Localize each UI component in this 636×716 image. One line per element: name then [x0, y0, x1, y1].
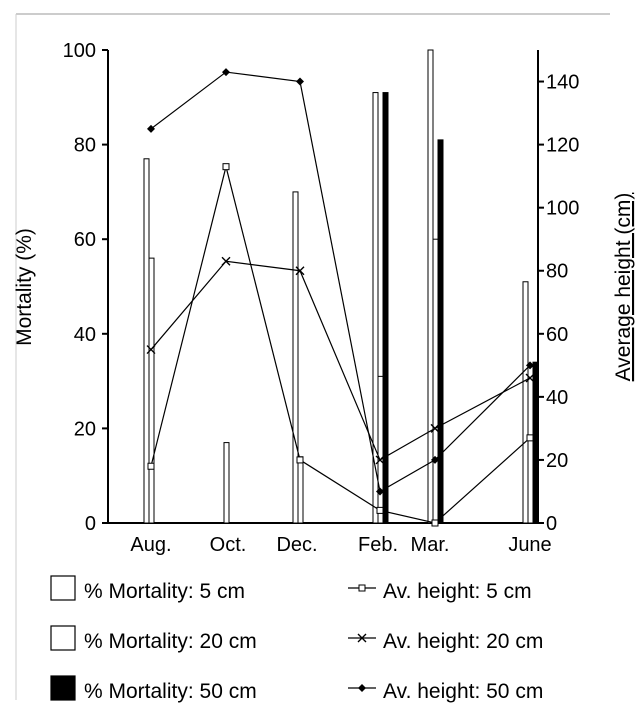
left-tick-label: 100 — [63, 40, 96, 62]
height-line — [150, 260, 531, 461]
height-line — [150, 166, 531, 524]
mortality-bar — [382, 92, 389, 524]
mortality-bar — [437, 139, 444, 524]
legend-label: Av. height: 20 cm — [383, 630, 543, 653]
legend-marker-diamond — [358, 684, 366, 692]
left-tick-label: 40 — [74, 324, 96, 346]
line-marker-square — [147, 462, 155, 470]
mortality-bar — [527, 437, 534, 524]
right-axis-title: Average height (cm) — [612, 193, 635, 382]
right-tick-label: 120 — [546, 135, 579, 157]
line-marker-x — [430, 423, 440, 433]
mortality-bar — [427, 49, 434, 524]
mortality-bar — [522, 281, 529, 524]
left-tick-label: 0 — [85, 513, 96, 535]
mortality-bar — [432, 238, 439, 524]
x-tick-label: Dec. — [276, 534, 317, 556]
right-tick-label: 40 — [546, 387, 568, 409]
left-tick-label: 60 — [74, 229, 96, 251]
x-tick-label: Oct. — [210, 534, 247, 556]
line-marker-diamond — [526, 361, 534, 370]
legend-label: % Mortality: 50 cm — [84, 680, 257, 703]
legend-marker-x — [357, 633, 367, 643]
line-marker-x — [146, 345, 156, 355]
x-tick-label: Mar. — [411, 534, 450, 556]
x-axis-ticks: Aug. Oct. Dec. Feb. Mar. June — [130, 534, 551, 556]
right-tick-label: 0 — [546, 513, 557, 535]
line-marker-square — [296, 456, 304, 464]
left-tick-label: 20 — [74, 418, 96, 440]
mortality-bar — [377, 375, 384, 524]
legend-label: Av. height: 50 cm — [383, 680, 543, 703]
height-line — [150, 71, 531, 493]
legend-label: % Mortality: 5 cm — [84, 580, 245, 603]
line-marker-square — [222, 163, 230, 171]
mortality-bar — [297, 456, 304, 524]
right-tick-label: 100 — [546, 198, 579, 220]
x-tick-label: Aug. — [130, 534, 171, 556]
legend: % Mortality: 5 cm % Mortality: 20 cm % Mor… — [50, 575, 543, 703]
right-axis-ticks: 0 20 40 60 80 100 120 140 — [538, 72, 579, 535]
line-marker-x — [221, 256, 231, 266]
line-marker-x — [295, 266, 305, 276]
x-tick-label: Feb. — [358, 534, 398, 556]
mortality-bar — [148, 257, 155, 524]
legend-marker-square — [358, 584, 366, 592]
bars — [143, 49, 539, 524]
mortality-bar — [372, 92, 379, 524]
mortality-bar — [223, 442, 230, 524]
line-marker-square — [526, 434, 534, 442]
line-marker-diamond — [222, 68, 230, 77]
line-marker-diamond — [376, 487, 384, 496]
legend-swatch-bar — [50, 625, 76, 651]
mortality-bar — [532, 361, 539, 524]
line-marker-diamond — [296, 77, 304, 86]
legend-label: % Mortality: 20 cm — [84, 630, 257, 653]
line-marker-square — [376, 506, 384, 514]
legend-label: Av. height: 5 cm — [383, 580, 532, 603]
legend-swatch-bar — [50, 575, 76, 601]
left-tick-label: 80 — [74, 135, 96, 157]
line-marker-square — [431, 519, 439, 527]
line-marker-diamond — [431, 455, 439, 464]
line-marker-x — [375, 455, 385, 465]
mortality-bar — [292, 191, 299, 524]
left-axis-title: Mortality (%) — [13, 228, 36, 346]
right-tick-label: 60 — [546, 324, 568, 346]
line-marker-diamond — [147, 124, 155, 133]
legend-swatch-bar — [50, 675, 76, 701]
right-tick-label: 80 — [546, 261, 568, 283]
right-tick-label: 20 — [546, 450, 568, 472]
left-axis-ticks: 0 20 40 60 80 100 — [63, 40, 108, 535]
x-tick-label: June — [508, 534, 551, 556]
height-lines — [146, 68, 535, 527]
line-marker-x — [525, 373, 535, 383]
right-tick-label: 140 — [546, 72, 579, 94]
